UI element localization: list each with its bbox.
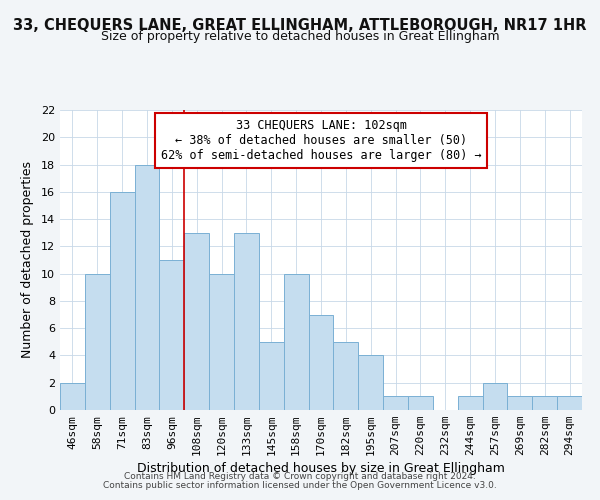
Bar	[60, 382, 85, 410]
Bar	[557, 396, 582, 410]
Bar	[508, 396, 532, 410]
Bar	[284, 274, 308, 410]
Text: Contains public sector information licensed under the Open Government Licence v3: Contains public sector information licen…	[103, 481, 497, 490]
Bar	[234, 232, 259, 410]
Bar	[184, 232, 209, 410]
Bar	[458, 396, 482, 410]
Text: Contains HM Land Registry data © Crown copyright and database right 2024.: Contains HM Land Registry data © Crown c…	[124, 472, 476, 481]
Bar	[308, 314, 334, 410]
Bar	[482, 382, 508, 410]
X-axis label: Distribution of detached houses by size in Great Ellingham: Distribution of detached houses by size …	[137, 462, 505, 475]
Text: Size of property relative to detached houses in Great Ellingham: Size of property relative to detached ho…	[101, 30, 499, 43]
Bar	[408, 396, 433, 410]
Bar	[334, 342, 358, 410]
Bar	[110, 192, 134, 410]
Bar	[259, 342, 284, 410]
Bar	[358, 356, 383, 410]
Bar	[209, 274, 234, 410]
Y-axis label: Number of detached properties: Number of detached properties	[21, 162, 34, 358]
Text: 33 CHEQUERS LANE: 102sqm
← 38% of detached houses are smaller (50)
62% of semi-d: 33 CHEQUERS LANE: 102sqm ← 38% of detach…	[161, 119, 481, 162]
Bar	[383, 396, 408, 410]
Bar	[85, 274, 110, 410]
Bar	[134, 164, 160, 410]
Bar	[532, 396, 557, 410]
Text: 33, CHEQUERS LANE, GREAT ELLINGHAM, ATTLEBOROUGH, NR17 1HR: 33, CHEQUERS LANE, GREAT ELLINGHAM, ATTL…	[13, 18, 587, 32]
Bar	[160, 260, 184, 410]
